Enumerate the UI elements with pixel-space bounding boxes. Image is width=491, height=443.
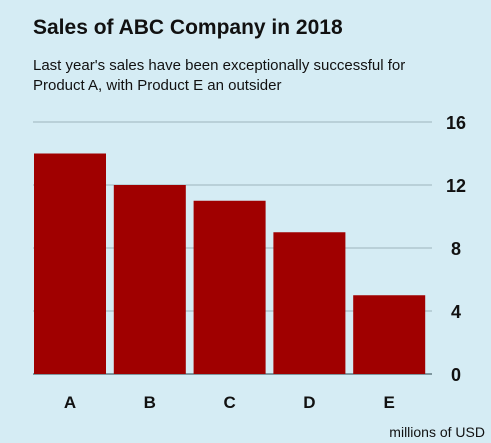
y-tick-label: 0 <box>451 365 461 385</box>
x-tick-label: D <box>303 393 315 412</box>
bar-c <box>193 200 266 374</box>
y-tick-label: 4 <box>451 302 461 322</box>
x-tick-label: C <box>223 393 235 412</box>
x-tick-label: B <box>144 393 156 412</box>
bar-a <box>34 153 106 374</box>
y-tick-label: 8 <box>451 239 461 259</box>
y-tick-label: 16 <box>446 113 466 133</box>
chart-title: Sales of ABC Company in 2018 <box>33 16 343 39</box>
y-tick-label: 12 <box>446 176 466 196</box>
chart-subtitle: Last year's sales have been exceptionall… <box>33 57 406 94</box>
unit-label: millions of USD <box>389 424 485 440</box>
x-tick-label: A <box>64 393 76 412</box>
bar-d <box>273 232 346 374</box>
x-tick-label: E <box>384 393 395 412</box>
bar-e <box>353 295 426 374</box>
bar-b <box>113 185 186 374</box>
